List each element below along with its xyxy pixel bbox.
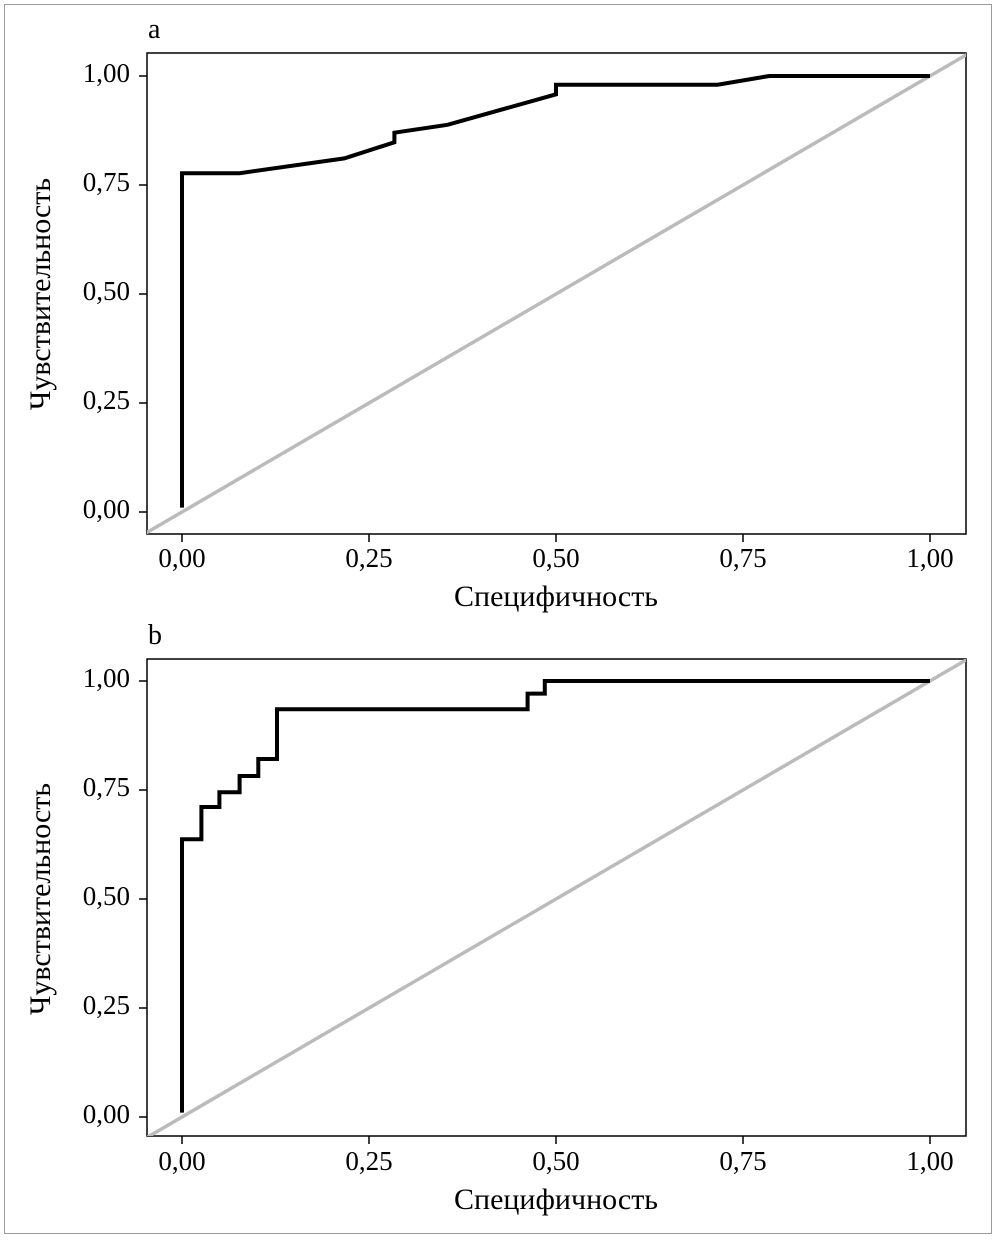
x-tick-label: 0,25	[345, 543, 392, 573]
x-tick-label: 0,00	[158, 543, 205, 573]
y-tick-label: 1,00	[83, 58, 130, 88]
y-axis-label-a: Чувствительность	[24, 178, 57, 410]
y-tick-labels-b: 0,00 0,25 0,50 0,75 1,00	[83, 663, 130, 1129]
x-tick-labels-b: 0,00 0,25 0,50 0,75 1,00	[158, 1146, 953, 1176]
x-tick-label: 0,75	[719, 543, 766, 573]
panel-label-b: b	[148, 620, 162, 651]
y-tick-label: 0,50	[83, 276, 130, 306]
x-axis-label-b: Специфичность	[454, 1183, 658, 1216]
y-tick-label: 1,00	[83, 663, 130, 693]
roc-curve-line	[180, 679, 930, 1113]
x-axis-label-a: Специфичность	[454, 580, 658, 613]
x-tick-label: 1,00	[906, 1146, 953, 1176]
y-tick-label: 0,25	[83, 990, 130, 1020]
y-axis-label-b: Чувствительность	[24, 783, 57, 1015]
x-tick-label: 0,25	[345, 1146, 392, 1176]
figure-frame	[4, 4, 992, 1234]
plot-area	[147, 53, 966, 534]
plot-area	[147, 659, 966, 1136]
panel-label-a: a	[148, 14, 161, 45]
y-tick-label: 0,75	[83, 772, 130, 802]
roc-curve-line	[180, 74, 930, 508]
y-tick-label: 0,00	[83, 1099, 130, 1129]
x-tick-labels-a: 0,00 0,25 0,50 0,75 1,00	[158, 543, 953, 573]
x-tick-label: 0,75	[719, 1146, 766, 1176]
plot-layer-b	[139, 659, 966, 1144]
chart-panel-a: a 0,00 0,25 0,50 0,75 1,00 0,00 0,25 0,5…	[24, 14, 967, 613]
reference-diagonal-line	[147, 659, 966, 1136]
y-tick-label: 0,75	[83, 167, 130, 197]
x-tick-label: 0,50	[532, 543, 579, 573]
y-tick-label: 0,25	[83, 385, 130, 415]
reference-diagonal-line	[147, 53, 966, 534]
x-tick-label: 0,50	[532, 1146, 579, 1176]
x-tick-label: 0,00	[158, 1146, 205, 1176]
x-tick-label: 1,00	[906, 543, 953, 573]
y-tick-labels-a: 0,00 0,25 0,50 0,75 1,00	[83, 58, 130, 524]
y-tick-label: 0,00	[83, 494, 130, 524]
y-tick-label: 0,50	[83, 881, 130, 911]
plot-layer-a	[139, 53, 966, 542]
chart-panel-b: b 0,00 0,25 0,50 0,75 1,00 0,00 0,25 0,5…	[24, 620, 967, 1216]
